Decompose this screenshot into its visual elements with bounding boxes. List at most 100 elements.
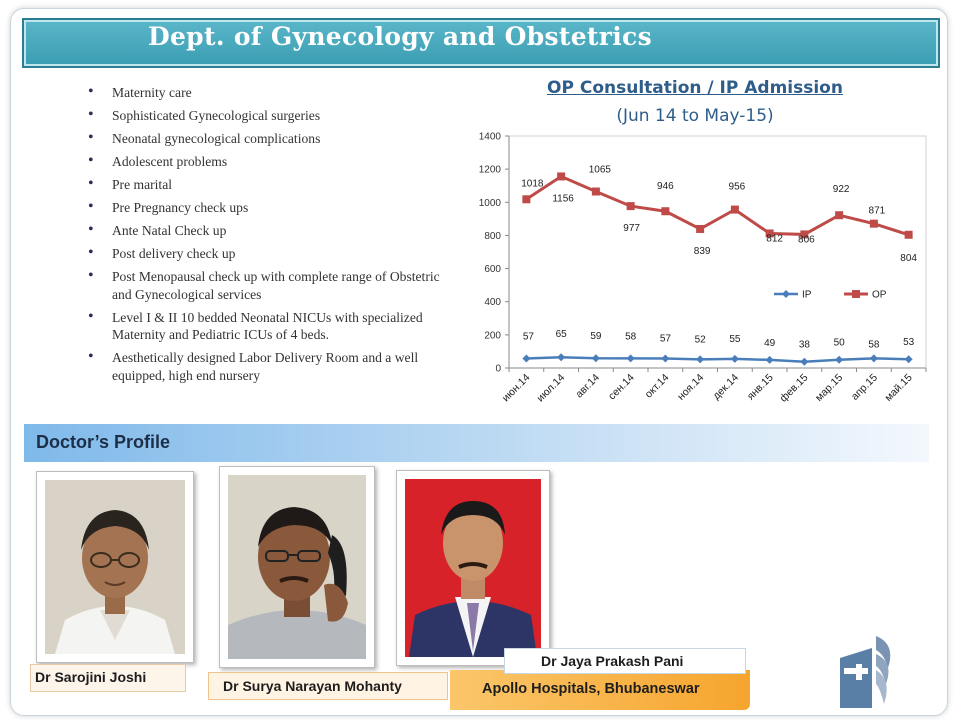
plot-area: [508, 135, 927, 369]
doctor-portrait-3: [405, 479, 541, 657]
legend-op-label: OP: [872, 290, 887, 301]
service-item: Level I & II 10 bedded Neonatal NICUs wi…: [88, 308, 460, 344]
ip-point: [696, 355, 705, 364]
service-item: Pre Pregnancy check ups: [88, 198, 460, 217]
x-tick-label: сен.14: [606, 372, 637, 403]
legend-ip-label: IP: [802, 290, 812, 301]
x-tick-label: май.15: [883, 372, 915, 404]
op-data-label: 1065: [589, 165, 612, 176]
hospital-name: Apollo Hospitals, Bhubaneswar: [482, 681, 700, 697]
op-data-label: 946: [657, 181, 674, 192]
service-item: Pre marital: [88, 175, 460, 194]
op-data-label: 977: [623, 223, 640, 234]
legend-op-marker: [852, 290, 860, 298]
ip-point: [522, 354, 531, 363]
op-data-label: 956: [729, 182, 746, 193]
op-point: [696, 224, 705, 233]
service-item: Neonatal gynecological complications: [88, 129, 460, 148]
x-tick-label: окт.14: [643, 372, 672, 401]
page-title: Dept. of Gynecology and Obstetrics: [148, 22, 652, 51]
ip-point: [591, 354, 600, 363]
apollo-logo-icon: [840, 636, 891, 708]
series-line-op: [525, 174, 910, 237]
service-item: Ante Natal Check up: [88, 221, 460, 240]
y-tick-label: 400: [484, 297, 501, 308]
ip-point: [765, 355, 774, 364]
chart-title: OP Consultation / IP Admission: [547, 78, 843, 98]
op-point: [557, 172, 566, 181]
service-item: Sophisticated Gynecological surgeries: [88, 106, 460, 125]
ip-point: [730, 354, 739, 363]
op-data-label: 839: [694, 246, 711, 257]
op-point: [626, 202, 635, 211]
x-tick-label: мар.15: [813, 372, 845, 404]
service-item: Adolescent problems: [88, 152, 460, 171]
ip-point: [800, 357, 809, 366]
ip-data-label: 57: [523, 332, 535, 343]
profile-title: Doctor’s Profile: [36, 432, 171, 452]
op-point: [522, 195, 531, 204]
ip-data-label: 53: [903, 337, 915, 348]
ip-data-label: 55: [729, 334, 741, 345]
op-point: [904, 230, 913, 239]
op-data-label: 1018: [521, 178, 544, 189]
doctor-name-2-label: Dr Surya Narayan Mohanty: [223, 678, 402, 694]
y-tick-label: 200: [484, 330, 501, 341]
doctor-portrait-1: [45, 480, 185, 654]
ip-point: [661, 354, 670, 363]
op-point: [765, 229, 774, 238]
op-data-label: 812: [766, 233, 783, 244]
doctor-name-2: Dr Surya Narayan Mohanty: [208, 672, 448, 700]
doctor-photo-2: [219, 466, 375, 668]
services-list: Maternity care Sophisticated Gynecologic…: [88, 83, 460, 390]
doctor-name-1-label: Dr Sarojini Joshi: [35, 669, 147, 685]
ip-point: [904, 355, 913, 364]
doctor-name-3: Dr Jaya Prakash Pani: [504, 648, 746, 674]
ip-data-label: 59: [590, 331, 602, 342]
doctor-photo-3: [396, 470, 550, 666]
ip-point: [557, 353, 566, 362]
op-data-label: 806: [798, 234, 815, 245]
service-item: Post Menopausal check up with complete r…: [88, 267, 460, 303]
op-point: [800, 230, 809, 239]
x-tick-label: июл.14: [535, 372, 568, 405]
ip-data-label: 65: [556, 329, 568, 340]
x-tick-label: янв.15: [745, 372, 776, 403]
op-point: [661, 207, 670, 216]
chart-subtitle: (Jun 14 to May-15): [616, 106, 774, 126]
op-ip-chart: 0 200 400 600 800 1000 1200 1400 июн.14 июл.14 авг…: [479, 132, 927, 405]
y-tick-label: 1000: [479, 198, 502, 209]
service-item: Post delivery check up: [88, 244, 460, 263]
doctor-name-1: Dr Sarojini Joshi: [30, 664, 186, 692]
op-point: [730, 205, 739, 214]
y-tick-label: 0: [495, 364, 501, 375]
op-data-label: 922: [833, 184, 850, 195]
ip-data-label: 58: [868, 339, 880, 350]
ip-data-label: 50: [834, 338, 846, 349]
profile-header-bar: [24, 424, 929, 462]
doctor-photo-1: [36, 471, 194, 663]
x-tick-label: ноя.14: [675, 372, 706, 403]
service-item: Aesthetically designed Labor Delivery Ro…: [88, 348, 460, 384]
op-data-label: 804: [900, 253, 917, 264]
ip-point: [626, 354, 635, 363]
op-data-label: 1156: [552, 193, 574, 204]
op-point: [591, 187, 600, 196]
x-tick-label: июн.14: [500, 372, 533, 405]
doctor-name-3-label: Dr Jaya Prakash Pani: [541, 653, 684, 669]
ip-data-label: 58: [625, 331, 637, 342]
ip-data-label: 57: [660, 334, 672, 345]
x-tick-label: апр.15: [849, 372, 880, 403]
ip-data-label: 52: [695, 334, 707, 345]
ip-point: [869, 354, 878, 363]
title-bar: [22, 18, 940, 68]
x-tick-label: фев.15: [778, 372, 811, 405]
y-tick-label: 800: [484, 231, 501, 242]
ip-point: [835, 355, 844, 364]
hospital-band: [450, 670, 750, 710]
legend-ip-marker: [782, 290, 790, 298]
series-line-ip: [526, 355, 909, 363]
op-point: [835, 211, 844, 220]
ip-data-label: 38: [799, 340, 811, 351]
x-tick-label: авг.14: [573, 372, 602, 401]
